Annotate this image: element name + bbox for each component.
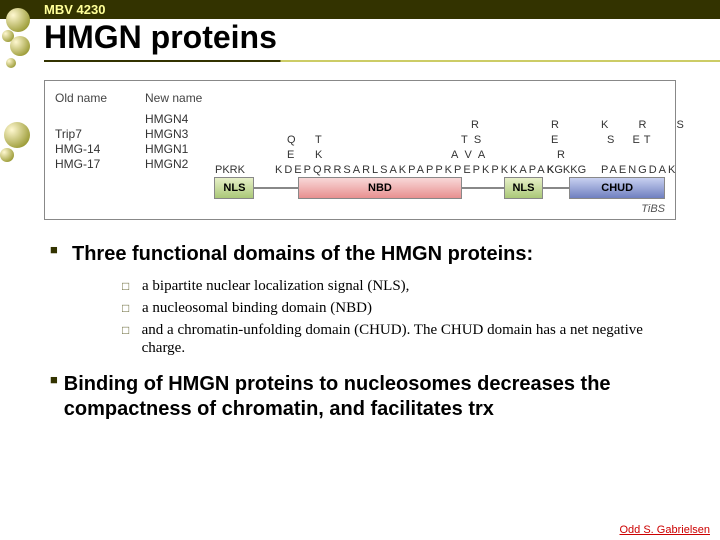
seq-nls2: KGKKG (547, 164, 586, 176)
course-header: MBV 4230 (0, 0, 720, 19)
residue: R (551, 119, 561, 131)
bullet-marker (50, 242, 72, 267)
old-name-2: HMG-14 (55, 142, 145, 156)
col-header-old: Old name (55, 91, 145, 105)
bullet-lvl2: and a chromatin-unfolding domain (CHUD).… (122, 321, 680, 359)
new-name-3: HMGN2 (145, 157, 215, 171)
bullet-lvl2: a bipartite nuclear localization signal … (122, 277, 680, 296)
domain-chud: CHUD (569, 177, 665, 199)
sub-marker (122, 299, 142, 318)
new-name-2: HMGN1 (145, 142, 215, 156)
old-name-1: Trip7 (55, 127, 145, 141)
bullet-text: Three functional domains of the HMGN pro… (72, 242, 533, 267)
seq-lead: PKRK (215, 164, 245, 176)
residue: Q (287, 134, 296, 146)
domain-nls2: NLS (504, 177, 544, 199)
residue: R (471, 119, 479, 131)
new-name-0: HMGN4 (145, 112, 215, 126)
bullet-marker (50, 372, 64, 422)
title-accent-line (44, 60, 720, 62)
bullet-lvl2: a nucleosomal binding domain (NBD) (122, 299, 680, 318)
residue: T S (461, 134, 481, 146)
residue: S ET (607, 134, 655, 146)
slide-title: HMGN proteins (0, 19, 720, 56)
bullet-lvl1: Binding of HMGN proteins to nucleosomes … (50, 372, 680, 422)
domain-nbd: NBD (298, 177, 461, 199)
residue: K (315, 149, 322, 161)
bullet-text: Binding of HMGN proteins to nucleosomes … (64, 372, 680, 422)
residue: A V A (451, 149, 485, 161)
seq-nbd: KDEPQRRSARLSAKPAPPKPEPKPKKAPAK (275, 164, 556, 176)
sub-marker (122, 277, 142, 296)
residue: R (557, 149, 567, 161)
footer-author: Odd S. Gabrielsen (620, 524, 711, 536)
residue: E (551, 134, 558, 146)
new-name-1: HMGN3 (145, 127, 215, 141)
residue: K R S (601, 119, 692, 131)
content-body: Three functional domains of the HMGN pro… (0, 224, 720, 422)
domain-nls: NLS (214, 177, 254, 199)
sub-text: a nucleosomal binding domain (NBD) (142, 299, 372, 318)
diagram-source: TiBS (641, 203, 665, 215)
domain-row: NLS NBD NLS CHUD (55, 175, 665, 201)
sub-text: and a chromatin-unfolding domain (CHUD).… (142, 321, 680, 359)
col-header-new: New name (145, 91, 255, 105)
residue: E (287, 149, 294, 161)
bullet-lvl1: Three functional domains of the HMGN pro… (50, 242, 680, 267)
sub-text: a bipartite nuclear localization signal … (142, 277, 409, 296)
old-name-3: HMG-17 (55, 157, 145, 171)
residue: T (315, 134, 322, 146)
seq-chud: PAENGDAK (601, 164, 677, 176)
protein-diagram: Old name New name HMGN4 R R K R S Trip7 … (44, 80, 676, 220)
sub-marker (122, 321, 142, 359)
